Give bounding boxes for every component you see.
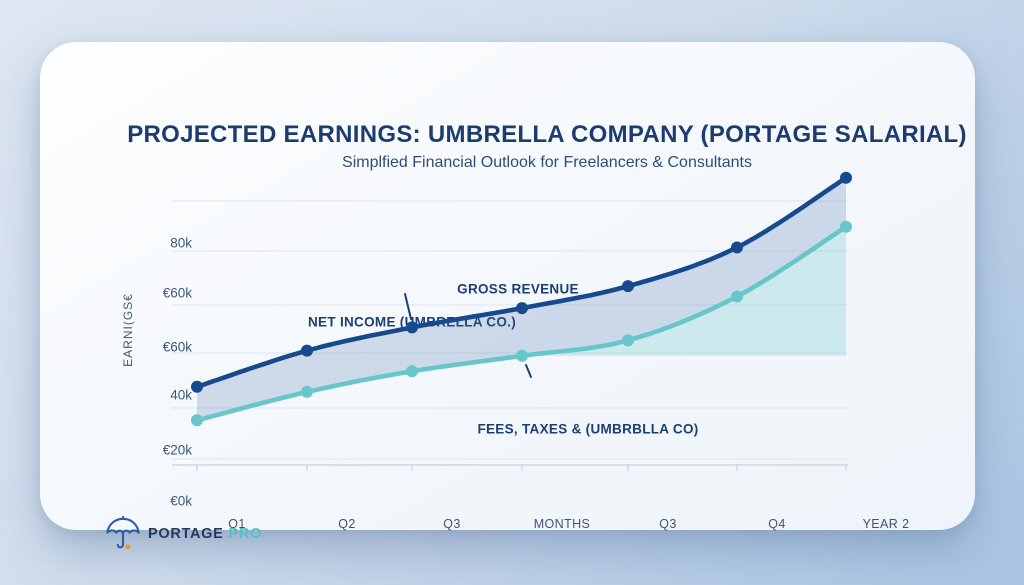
chart-title: PROJECTED EARNINGS: UMBRELLA COMPANY (PO… [127, 121, 967, 148]
annotation-net-income: NET INCOME (UMBRELLA CO.) [308, 314, 516, 330]
y-tick-label: €60k [162, 339, 192, 355]
y-axis-title: EARNI(GS€ [121, 293, 135, 367]
brand-logo: PORTAGE PRO [104, 514, 262, 554]
chart-subtitle: Simplfied Financial Outlook for Freelanc… [342, 154, 752, 171]
x-axis-label: YEAR 2 [862, 517, 910, 531]
x-axis-label: Q3 [443, 517, 461, 531]
brand-suffix: PRO [228, 526, 263, 542]
y-tick-label: 80k [170, 235, 192, 251]
annotation-gross-revenue: GROSS REVENUE [457, 281, 579, 297]
annotation-fees-taxes: FEES, TAXES & (UMBRBLLA CO) [477, 421, 699, 437]
x-axis-label: Q2 [338, 517, 356, 531]
x-axis-label: Q3 [659, 517, 677, 531]
y-tick-label: 40k [170, 387, 192, 403]
chart-card: PROJECTED EARNINGS: UMBRELLA COMPANY (PO… [40, 42, 975, 550]
y-tick-label: €60k [162, 285, 192, 301]
umbrella-icon [106, 515, 140, 550]
x-axis-label: Q4 [768, 517, 786, 531]
logo-accent-dot [125, 544, 131, 550]
y-tick-label: €20k [162, 442, 192, 458]
brand-name: PORTAGE [148, 526, 224, 542]
x-axis-label: Q1 [228, 517, 246, 531]
x-axis-label: MONTHS [533, 517, 591, 531]
y-tick-label: €0k [170, 493, 192, 509]
